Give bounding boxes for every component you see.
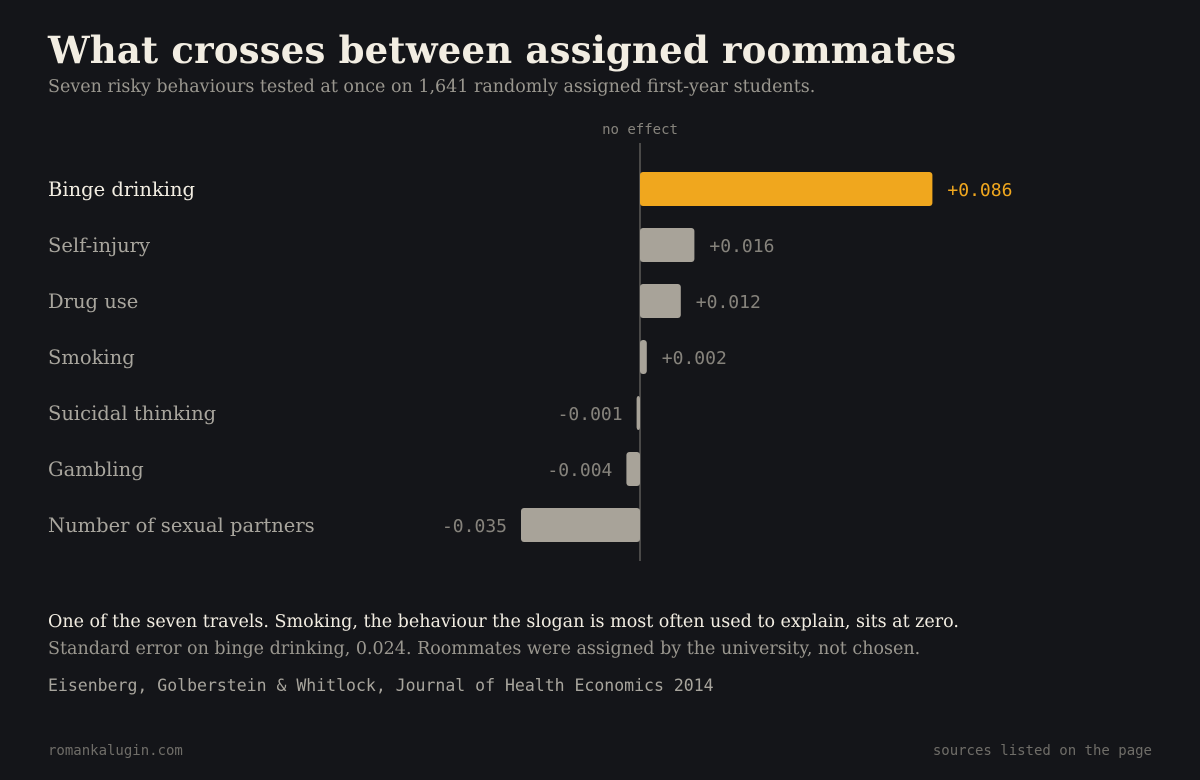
source-citation: Eisenberg, Golberstein & Whitlock, Journ… [48, 676, 714, 695]
bar [636, 396, 640, 430]
value-label: +0.012 [696, 292, 761, 313]
category-label: Smoking [48, 346, 135, 369]
value-label: -0.004 [547, 460, 612, 481]
site-link[interactable]: romankalugin.com [48, 743, 183, 759]
category-label: Drug use [48, 290, 138, 313]
category-label: Binge drinking [48, 178, 195, 201]
value-label: +0.016 [709, 236, 774, 257]
value-label: -0.001 [558, 404, 623, 425]
footnote-sub: Standard error on binge drinking, 0.024.… [48, 639, 921, 659]
footnote-main: One of the seven travels. Smoking, the b… [48, 612, 959, 632]
bar [640, 340, 647, 374]
zero-line-label: no effect [602, 122, 678, 138]
sources-note: sources listed on the page [932, 743, 1152, 759]
bar [626, 452, 640, 486]
bar-chart: no effect Binge drinking +0.086 Self-injury… [48, 122, 1012, 561]
bar-highlight [640, 172, 933, 206]
chart-subtitle: Seven risky behaviours tested at once on… [48, 77, 816, 97]
chart-title: What crosses between assigned roommates [48, 28, 957, 72]
bar [640, 228, 695, 262]
value-label: +0.002 [662, 348, 727, 369]
category-label: Gambling [48, 458, 144, 481]
bar [521, 508, 640, 542]
bar [640, 284, 681, 318]
value-label: +0.086 [947, 180, 1012, 201]
category-label: Self-injury [48, 234, 150, 257]
category-label: Number of sexual partners [48, 514, 315, 537]
category-label: Suicidal thinking [48, 402, 216, 425]
value-label: -0.035 [442, 516, 507, 537]
